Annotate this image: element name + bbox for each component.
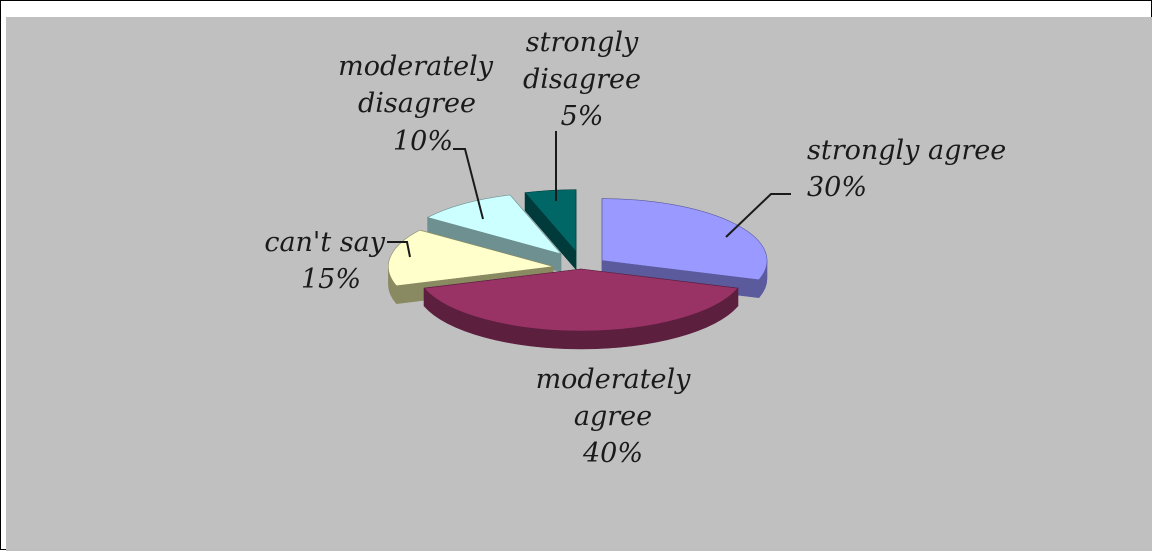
data-label-value: 10% <box>393 126 453 157</box>
data-label-value: 30% <box>807 172 867 203</box>
data-label-category: moderately <box>536 364 692 395</box>
data-label-value: 15% <box>301 264 361 295</box>
data-label-value: 5% <box>561 101 604 132</box>
data-label-category: disagree <box>358 88 476 119</box>
data-label-category: strongly agree <box>807 135 1006 166</box>
data-label-category: strongly <box>526 27 639 58</box>
data-label-category: agree <box>574 401 652 432</box>
data-label-value: 40% <box>582 438 643 469</box>
data-label-category: moderately <box>338 51 494 82</box>
data-label-category: can't say <box>264 227 385 258</box>
data-label-category: disagree <box>523 64 641 95</box>
